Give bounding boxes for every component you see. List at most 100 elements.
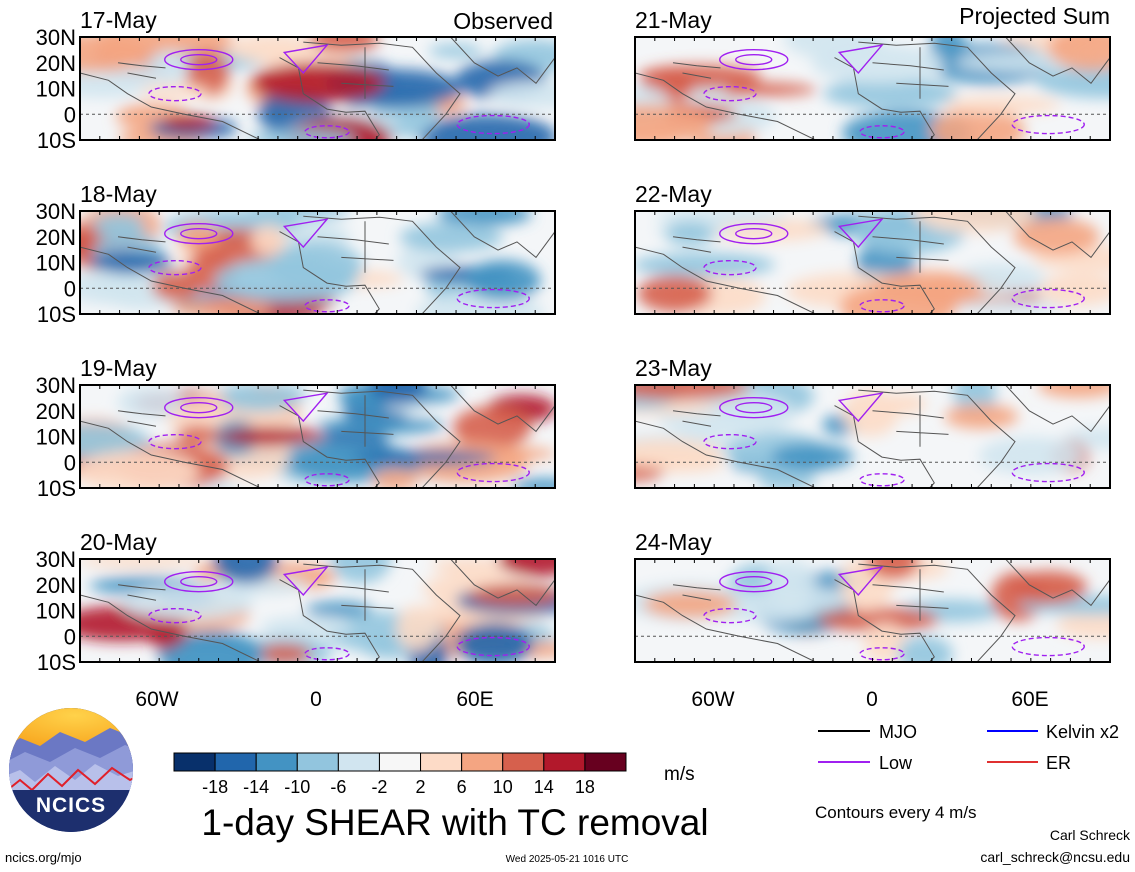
- lat-tick-label: 20N: [36, 399, 76, 424]
- colorbar-tick-label: 14: [534, 777, 554, 797]
- panel-date-label: 22-May: [635, 181, 712, 207]
- map-panel: 22-May: [634, 181, 1111, 315]
- panel-date-label: 17-May: [80, 7, 157, 33]
- figure-title: 1-day SHEAR with TC removal: [201, 802, 708, 843]
- coastlines: [80, 385, 555, 488]
- map-panel: 23-May: [634, 355, 1111, 489]
- map-panel: 21-May: [634, 7, 1111, 141]
- coastlines: [80, 37, 555, 140]
- shear-field: [80, 385, 555, 488]
- lat-tick-label: 10S: [37, 476, 76, 501]
- lat-tick-label: 10N: [36, 251, 76, 276]
- lat-tick-label: 10N: [36, 425, 76, 450]
- lat-tick-label: 20N: [36, 225, 76, 250]
- panel-date-label: 19-May: [80, 355, 157, 381]
- colorbar-swatch: [584, 752, 627, 772]
- colorbar-swatch: [461, 752, 504, 772]
- colorbar-tick-label: 10: [493, 777, 513, 797]
- footer-url: ncics.org/mjo: [5, 850, 82, 865]
- colorbar-tick-label: 2: [416, 777, 426, 797]
- lon-ticks-left: 60W 0 60E: [135, 688, 493, 711]
- panel-ticks: [79, 559, 556, 662]
- coastlines: [635, 385, 1110, 488]
- observed-label: Observed: [453, 8, 553, 34]
- colorbar-tick-label: -18: [202, 777, 228, 797]
- coastlines: [80, 211, 555, 314]
- lat-tick-label: 10N: [36, 77, 76, 102]
- coastlines: [635, 559, 1110, 662]
- colorbar-swatch: [337, 752, 380, 772]
- panel-date-label: 24-May: [635, 529, 712, 555]
- panel-date-label: 23-May: [635, 355, 712, 381]
- map-panels: 17-May30N20N10N010S18-May30N20N10N010S19…: [36, 7, 1111, 675]
- lat-tick-label: 30N: [36, 373, 76, 398]
- footer-author: Carl Schreck: [1050, 827, 1131, 843]
- colorbar-swatch: [296, 752, 339, 772]
- colorbar-swatch: [543, 752, 586, 772]
- low-contours: [703, 566, 1085, 661]
- lat-tick-label: 10N: [36, 599, 76, 624]
- low-contours: [148, 44, 530, 139]
- low-contours: [148, 392, 530, 487]
- colorbar-unit: m/s: [664, 764, 695, 785]
- lon-tick-label: 60E: [456, 688, 493, 711]
- lat-tick-label: 10S: [37, 650, 76, 675]
- low-contours: [148, 566, 530, 661]
- colorbar-swatch: [502, 752, 545, 772]
- lon-tick-label: 60W: [691, 688, 734, 711]
- shear-field: [635, 385, 1110, 488]
- lat-tick-label: 0: [64, 450, 76, 475]
- lat-tick-label: 30N: [36, 199, 76, 224]
- lat-tick-label: 10S: [37, 302, 76, 327]
- colorbar-tick-label: 18: [575, 777, 595, 797]
- footer-email: carl_schreck@ncsu.edu: [980, 849, 1130, 865]
- panel-ticks: [79, 37, 556, 140]
- colorbar-tick-label: -14: [243, 777, 269, 797]
- lat-tick-label: 20N: [36, 573, 76, 598]
- panel-ticks: [634, 211, 1111, 314]
- colorbar-tick-label: -10: [284, 777, 310, 797]
- legend-label-kelvin: Kelvin x2: [1046, 722, 1119, 742]
- map-panel: 24-May: [634, 529, 1111, 663]
- panel-date-label: 20-May: [80, 529, 157, 555]
- panel-ticks: [79, 385, 556, 488]
- panel-ticks: [79, 211, 556, 314]
- shear-field: [635, 559, 1110, 662]
- shear-field: [80, 559, 555, 662]
- shear-field: [80, 211, 555, 314]
- panel-date-label: 18-May: [80, 181, 157, 207]
- panel-ticks: [634, 559, 1111, 662]
- shear-field: [635, 211, 1110, 314]
- lon-tick-label: 0: [866, 688, 878, 711]
- legend-label-low: Low: [879, 753, 913, 773]
- lat-tick-label: 20N: [36, 51, 76, 76]
- panel-date-label: 21-May: [635, 7, 712, 33]
- low-contours: [703, 44, 1085, 139]
- coastlines: [635, 37, 1110, 140]
- lon-tick-label: 0: [310, 688, 322, 711]
- low-contours: [703, 392, 1085, 487]
- colorbar-tick-label: -2: [371, 777, 387, 797]
- panel-ticks: [634, 37, 1111, 140]
- panel-ticks: [634, 385, 1111, 488]
- legend-label-er: ER: [1046, 753, 1071, 773]
- colorbar-swatch: [255, 752, 298, 772]
- colorbar-swatch: [378, 752, 422, 772]
- lat-tick-label: 30N: [36, 547, 76, 572]
- colorbar-swatch: [214, 752, 257, 772]
- lat-tick-label: 0: [64, 276, 76, 301]
- lon-ticks-right: 60W 0 60E: [691, 688, 1048, 711]
- low-contours: [148, 218, 530, 313]
- contour-note: Contours every 4 m/s: [815, 803, 977, 822]
- footer-timestamp: Wed 2025-05-21 1016 UTC: [506, 854, 629, 865]
- lat-tick-label: 0: [64, 624, 76, 649]
- lon-tick-label: 60E: [1011, 688, 1048, 711]
- lat-tick-label: 30N: [36, 25, 76, 50]
- shear-field: [635, 37, 1110, 140]
- legend: MJO Kelvin x2 Low ER Contours every 4 m/…: [815, 722, 1119, 822]
- coastlines: [80, 559, 555, 662]
